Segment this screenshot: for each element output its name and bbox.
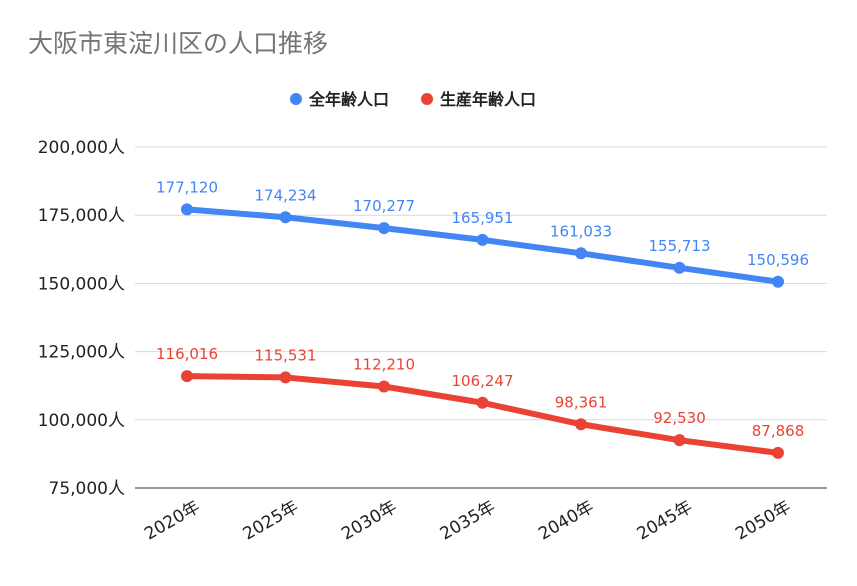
data-label: 161,033 <box>550 222 612 240</box>
data-point <box>673 261 686 274</box>
data-label: 112,210 <box>353 355 415 373</box>
data-point <box>476 233 489 246</box>
data-point <box>575 418 587 431</box>
data-point <box>378 222 390 235</box>
data-label: 165,951 <box>451 209 513 227</box>
y-tick-label: 75,000人 <box>49 479 125 499</box>
data-point <box>279 371 292 384</box>
data-label: 92,530 <box>653 409 706 427</box>
data-point <box>181 203 193 216</box>
y-tick-label: 125,000人 <box>38 343 125 363</box>
x-tick-label: 2030年 <box>338 497 400 544</box>
data-label: 98,361 <box>555 393 608 411</box>
y-tick-label: 100,000人 <box>38 411 125 431</box>
data-label: 170,277 <box>353 197 415 215</box>
data-label: 150,596 <box>747 251 809 269</box>
data-point <box>772 446 784 459</box>
series-group: 177,120 174,234 170,277 165,951 161,033 155,7… <box>156 178 809 459</box>
x-tick-label: 2050年 <box>732 497 794 544</box>
legend-label: 全年齢人口 <box>308 90 389 109</box>
data-point <box>378 380 390 393</box>
y-axis-ticks: 200,000人 175,000人 150,000人 125,000人 100,000人… <box>38 138 125 499</box>
data-point <box>575 247 587 260</box>
y-tick-label: 150,000人 <box>38 274 125 294</box>
legend: 全年齢人口 生産年齢人口 <box>290 90 536 109</box>
x-tick-label: 2025年 <box>240 497 302 544</box>
data-point <box>673 434 686 447</box>
data-label: 174,234 <box>254 186 316 204</box>
legend-label: 生産年齢人口 <box>440 90 536 109</box>
x-tick-label: 2040年 <box>535 497 597 544</box>
chart-title: 大阪市東淀川区の人口推移 <box>28 29 329 58</box>
data-point <box>279 211 292 224</box>
data-label: 106,247 <box>451 372 513 390</box>
data-point <box>772 275 784 288</box>
data-label: 115,531 <box>254 346 316 364</box>
data-label: 87,868 <box>752 422 805 440</box>
x-tick-label: 2035年 <box>437 497 499 544</box>
data-label: 155,713 <box>648 237 710 255</box>
data-point <box>181 370 193 383</box>
x-tick-label: 2045年 <box>634 497 696 544</box>
y-tick-label: 200,000人 <box>38 138 125 158</box>
data-point <box>476 396 489 409</box>
legend-marker <box>290 93 302 105</box>
y-tick-label: 175,000人 <box>38 206 125 226</box>
legend-marker <box>421 93 434 105</box>
x-tick-label: 2020年 <box>141 497 203 544</box>
x-axis-ticks: 2020年 2025年 2030年 2035年 2040年 2045年 2050年 <box>141 497 794 544</box>
data-label: 116,016 <box>156 345 218 363</box>
data-label: 177,120 <box>156 178 218 196</box>
gridlines <box>135 146 827 489</box>
